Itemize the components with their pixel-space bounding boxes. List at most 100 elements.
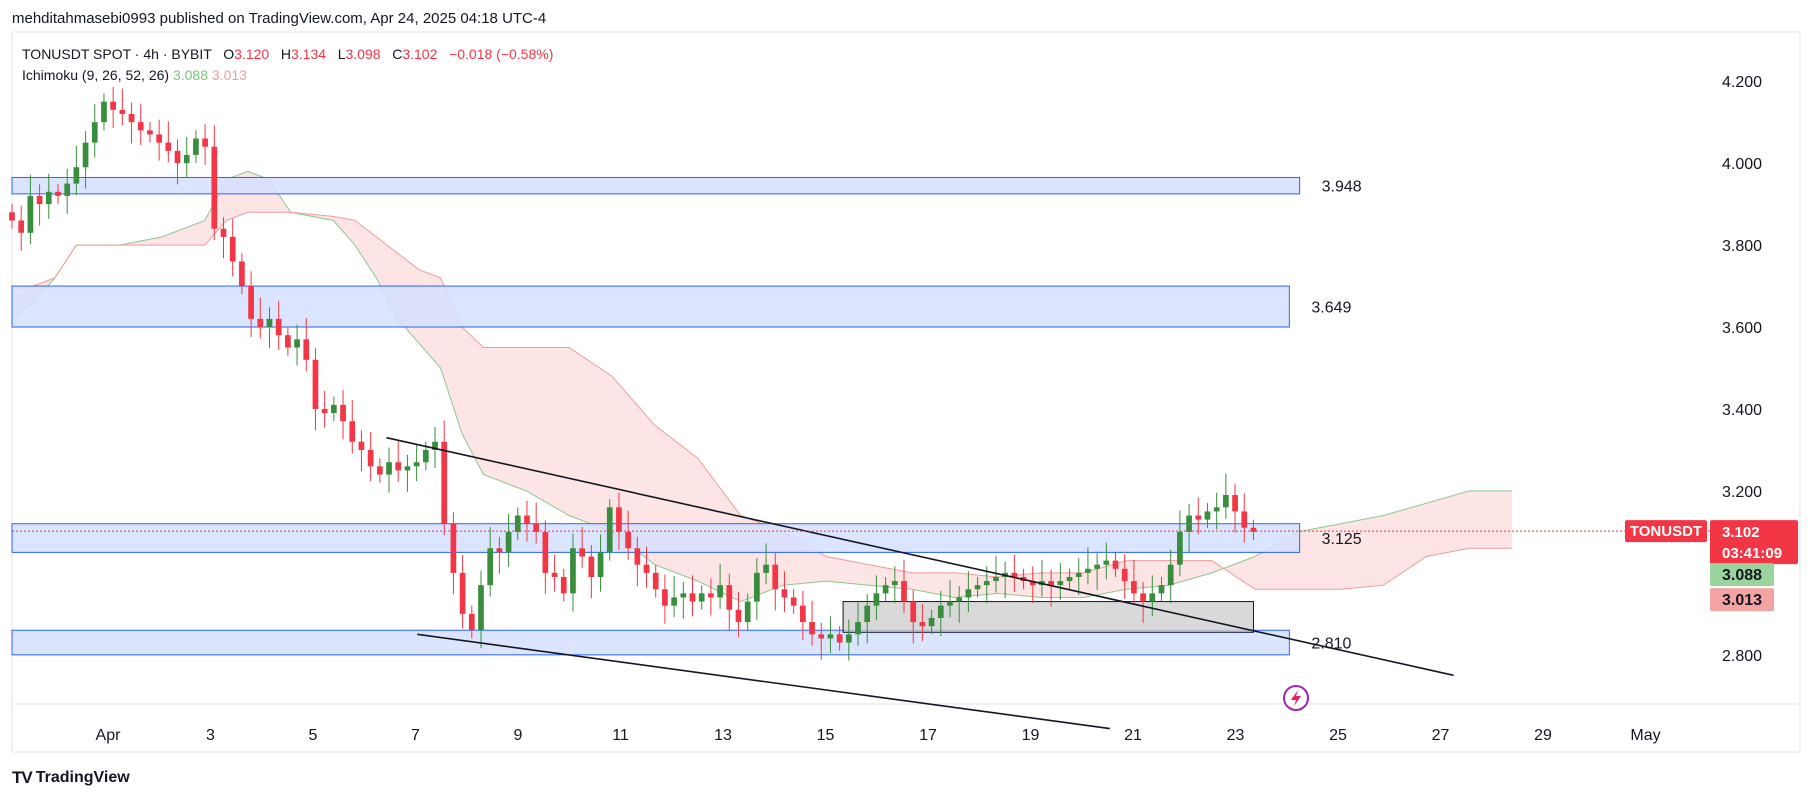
zone-rect bbox=[11, 176, 1301, 195]
candle-body bbox=[294, 339, 300, 348]
tradingview-branding[interactable]: TV TradingView bbox=[12, 768, 130, 788]
chart-frame bbox=[11, 31, 1801, 753]
candle-body bbox=[73, 167, 80, 184]
candle-body bbox=[422, 449, 429, 463]
candle-body bbox=[570, 548, 576, 594]
candle-body bbox=[285, 335, 291, 348]
candle-body bbox=[634, 548, 641, 565]
candle-body bbox=[1085, 568, 1091, 573]
zone-label: 2.810 bbox=[1311, 636, 1351, 653]
candle-body bbox=[257, 318, 264, 328]
candle-body bbox=[708, 593, 714, 598]
low-value: 3.098 bbox=[345, 46, 381, 62]
price-tags: TONUSDT 3.102 03:41:09 3.088 3.013 bbox=[1625, 520, 1798, 612]
indicator-name[interactable]: Ichimoku (9, 26, 52, 26) bbox=[22, 67, 170, 83]
candle-body bbox=[36, 195, 43, 205]
candle-body bbox=[873, 593, 880, 606]
candle-body bbox=[1121, 568, 1128, 582]
open-label: O bbox=[223, 46, 235, 62]
candle-body bbox=[229, 236, 236, 262]
candle-body bbox=[386, 462, 392, 475]
candle-body bbox=[340, 404, 346, 422]
candle-body bbox=[1140, 593, 1146, 602]
symbol-tag-bg bbox=[1625, 520, 1707, 543]
time-tick-label: 23 bbox=[1227, 727, 1245, 744]
candle-body bbox=[956, 597, 963, 602]
candle-body bbox=[1057, 581, 1064, 586]
candle-body bbox=[643, 564, 650, 573]
time-tick-label: Apr bbox=[96, 727, 122, 744]
candle-body bbox=[137, 122, 144, 131]
candle-body bbox=[947, 601, 953, 606]
candle-body bbox=[1158, 585, 1165, 594]
candle-body bbox=[560, 576, 567, 594]
candle-body bbox=[827, 634, 834, 639]
trendlines[interactable] bbox=[386, 436, 1454, 730]
candle-body bbox=[919, 622, 926, 627]
candle-body bbox=[487, 548, 494, 586]
price-tick-label: 4.000 bbox=[1722, 156, 1762, 173]
candle-body bbox=[542, 531, 549, 573]
candle-body bbox=[147, 130, 153, 135]
candle-body bbox=[974, 585, 981, 590]
candle-body bbox=[202, 138, 208, 147]
price-tick-label: 2.800 bbox=[1722, 648, 1762, 665]
candle-body bbox=[855, 622, 861, 635]
brand-name: TradingView bbox=[35, 769, 130, 786]
lightning-icon[interactable] bbox=[1283, 685, 1309, 711]
candle-body bbox=[220, 228, 227, 237]
candle-body bbox=[717, 585, 723, 598]
candle-body bbox=[450, 523, 457, 573]
high-label: H bbox=[280, 46, 291, 62]
candle-body bbox=[864, 605, 871, 623]
candle-body bbox=[55, 191, 61, 196]
candle-body bbox=[726, 585, 733, 610]
bar-countdown: 03:41:09 bbox=[1722, 545, 1782, 562]
candle-body bbox=[551, 572, 558, 577]
time-tick-label: 13 bbox=[714, 727, 732, 744]
candle-body bbox=[1213, 507, 1220, 512]
price-tick-label: 3.600 bbox=[1722, 320, 1762, 337]
candle-body bbox=[156, 134, 162, 143]
candle-body bbox=[395, 462, 402, 471]
price-tick-label: 3.400 bbox=[1722, 402, 1762, 419]
candle-body bbox=[1250, 527, 1257, 532]
open-value: 3.120 bbox=[234, 46, 270, 62]
candle-body bbox=[993, 576, 999, 582]
candle-body bbox=[404, 466, 411, 471]
zone-label: 3.649 bbox=[1311, 300, 1351, 317]
close-value: 3.102 bbox=[402, 46, 438, 62]
publish-info: mehditahmasebi0993 published on TradingV… bbox=[12, 10, 547, 27]
symbol-tag-label: TONUSDT bbox=[1630, 523, 1702, 540]
support-resistance-zones: 3.948 3.649 3.125 2.810 bbox=[11, 176, 1362, 656]
candle-body bbox=[367, 449, 374, 467]
candle-body bbox=[1094, 564, 1100, 569]
candle-body bbox=[1066, 576, 1073, 582]
time-tick-label: 25 bbox=[1329, 727, 1347, 744]
candle-body bbox=[1011, 572, 1018, 577]
candle-body bbox=[376, 466, 383, 475]
candle-body bbox=[174, 150, 181, 164]
candle-body bbox=[459, 572, 466, 614]
candle-body bbox=[248, 286, 254, 319]
candle-body bbox=[891, 581, 898, 586]
candle-body bbox=[845, 634, 852, 643]
candle-body bbox=[772, 564, 779, 590]
candle-body bbox=[910, 601, 917, 623]
price-axis[interactable]: 4.200 4.000 3.800 3.600 3.400 3.200 2.800 bbox=[1722, 74, 1762, 665]
candle-body bbox=[1112, 560, 1119, 569]
candle-body bbox=[735, 609, 742, 623]
symbol-info[interactable]: TONUSDT SPOT · 4h · BYBIT bbox=[22, 46, 212, 62]
candle-body bbox=[625, 531, 631, 549]
candle-body bbox=[1167, 564, 1174, 586]
candle-body bbox=[18, 220, 25, 233]
candle-body bbox=[652, 572, 659, 590]
time-tick-label: 29 bbox=[1534, 727, 1552, 744]
price-tick-label: 3.200 bbox=[1722, 484, 1762, 501]
candle-body bbox=[882, 585, 889, 594]
ohlc-legend-row: TONUSDT SPOT · 4h · BYBIT O3.120 H3.134 … bbox=[22, 44, 553, 65]
time-axis[interactable]: Apr 3 5 7 9 11 13 15 17 19 21 23 25 27 29 May bbox=[96, 727, 1661, 744]
cloud-area bbox=[12, 171, 1512, 602]
candle-body bbox=[1241, 511, 1248, 528]
